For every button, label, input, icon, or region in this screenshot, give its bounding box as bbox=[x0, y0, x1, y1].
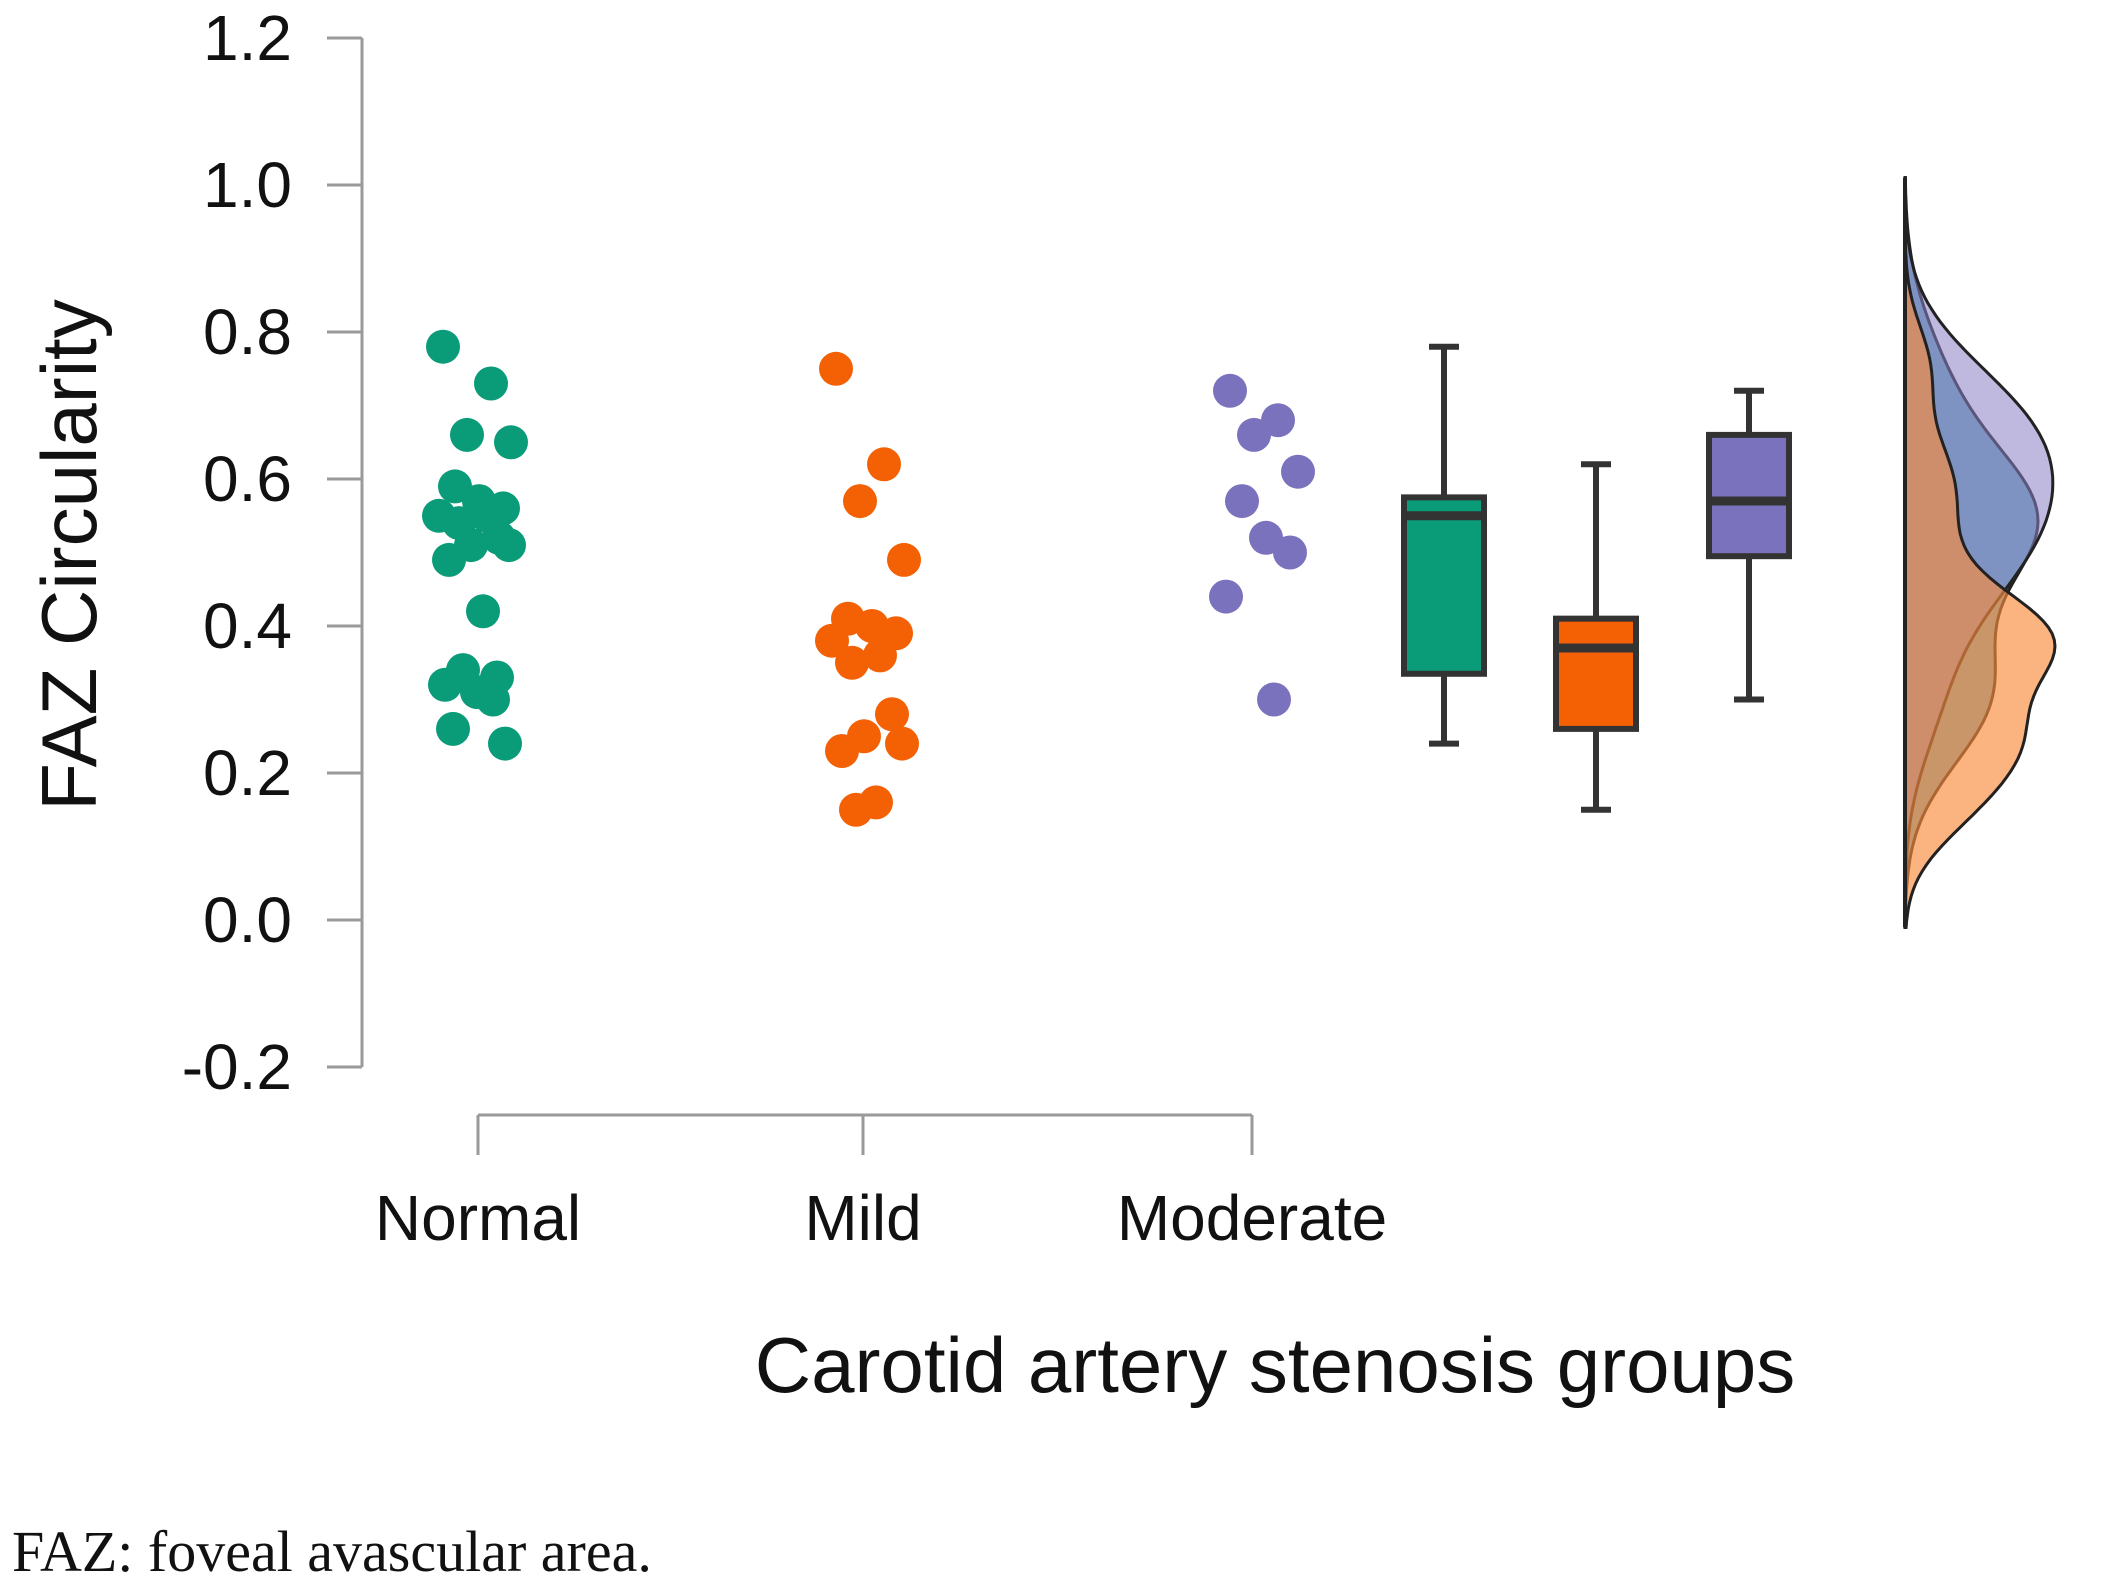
x-axis: Normal Mild Moderate bbox=[375, 1113, 1387, 1254]
y-tick-label: 0.0 bbox=[203, 884, 292, 956]
data-point-moderate bbox=[1257, 682, 1291, 717]
x-tick-label-normal: Normal bbox=[375, 1182, 581, 1254]
y-tick-label: 0.8 bbox=[203, 296, 292, 368]
y-tick-label: 0.2 bbox=[203, 737, 292, 809]
data-point-normal bbox=[428, 667, 462, 702]
y-tick-label: 1.0 bbox=[203, 149, 292, 221]
y-tick-label: 0.4 bbox=[203, 590, 292, 662]
y-tick-label: -0.2 bbox=[182, 1031, 292, 1103]
data-point-mild bbox=[835, 645, 869, 680]
y-axis-title: FAZ Circularity bbox=[25, 299, 113, 810]
data-point-mild bbox=[867, 447, 901, 482]
data-point-mild bbox=[875, 697, 909, 732]
data-point-normal bbox=[476, 682, 510, 717]
data-point-moderate bbox=[1225, 484, 1259, 519]
data-point-normal bbox=[432, 542, 466, 577]
box-iqr bbox=[1706, 431, 1792, 560]
data-point-normal bbox=[494, 425, 528, 460]
y-tick-label: 0.6 bbox=[203, 443, 292, 515]
data-points bbox=[422, 329, 1315, 827]
boxplots bbox=[1401, 343, 1792, 813]
data-point-moderate bbox=[1237, 417, 1271, 452]
boxplot-moderate bbox=[1706, 387, 1792, 703]
boxplot-mild bbox=[1553, 461, 1639, 813]
data-point-normal bbox=[426, 329, 460, 364]
data-point-normal bbox=[436, 711, 470, 746]
data-point-normal bbox=[474, 366, 508, 401]
data-point-normal bbox=[488, 726, 522, 761]
figure-caption: FAZ: foveal avascular area. bbox=[12, 1519, 652, 1584]
box-iqr bbox=[1401, 494, 1487, 677]
data-point-moderate bbox=[1281, 454, 1315, 489]
boxplot-normal bbox=[1401, 343, 1487, 747]
y-axis: -0.2 0.0 0.2 0.4 0.6 0.8 1.0 1.2 bbox=[182, 2, 364, 1103]
data-point-normal bbox=[450, 417, 484, 452]
data-point-mild bbox=[825, 734, 859, 768]
data-point-moderate bbox=[1213, 373, 1247, 408]
density-clouds bbox=[1903, 176, 2057, 929]
box-iqr bbox=[1553, 615, 1639, 732]
data-point-mild bbox=[863, 638, 897, 673]
data-point-mild bbox=[887, 542, 921, 577]
data-point-moderate bbox=[1273, 535, 1307, 570]
data-point-mild bbox=[885, 726, 919, 761]
y-tick-label: 1.2 bbox=[203, 2, 292, 74]
data-point-moderate bbox=[1209, 579, 1243, 614]
density-mild bbox=[1903, 177, 2057, 929]
data-point-normal bbox=[466, 594, 500, 629]
x-axis-title: Carotid artery stenosis groups bbox=[755, 1321, 1795, 1409]
x-tick-label-mild: Mild bbox=[804, 1182, 921, 1254]
data-point-mild bbox=[843, 484, 877, 519]
data-point-mild bbox=[819, 351, 853, 386]
data-point-mild bbox=[815, 623, 849, 658]
data-point-normal bbox=[492, 528, 526, 563]
data-point-mild bbox=[839, 792, 873, 827]
x-tick-label-moderate: Moderate bbox=[1117, 1182, 1387, 1254]
